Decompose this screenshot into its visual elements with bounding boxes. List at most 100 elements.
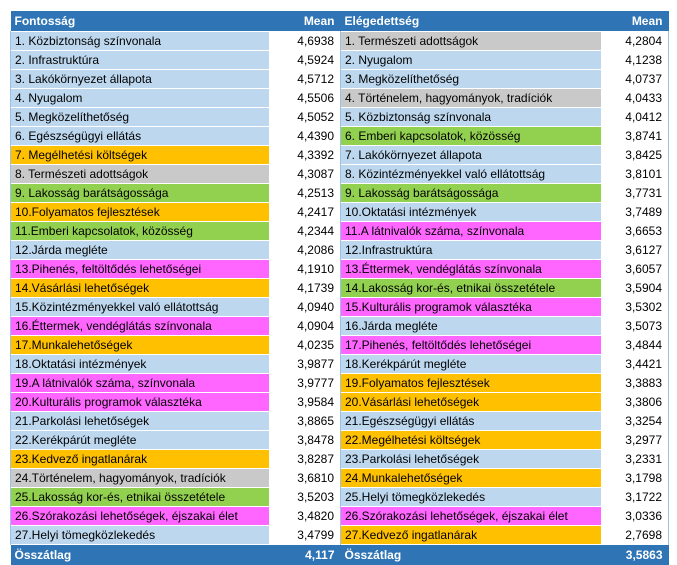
satisfaction-label: 26.Szórakozási lehetőségek, éjszakai éle… (341, 507, 601, 526)
importance-mean: 3,8287 (269, 450, 341, 469)
importance-label: 27.Helyi tömegközlekedés (11, 526, 269, 545)
satisfaction-label: 13.Éttermek, vendéglátás színvonala (341, 260, 601, 279)
satisfaction-label: 2. Nyugalom (341, 51, 601, 70)
satisfaction-label: 9. Lakosság barátságossága (341, 184, 601, 203)
importance-label: 7. Megélhetési költségek (11, 146, 269, 165)
satisfaction-mean: 4,2804 (601, 32, 669, 51)
table-row: 26.Szórakozási lehetőségek, éjszakai éle… (11, 507, 669, 526)
header-importance-mean: Mean (269, 11, 341, 32)
satisfaction-label: 6. Emberi kapcsolatok, közösség (341, 127, 601, 146)
importance-label: 4. Nyugalom (11, 89, 269, 108)
importance-label: 22.Kerékpárút megléte (11, 431, 269, 450)
importance-label: 9. Lakosság barátságossága (11, 184, 269, 203)
importance-label: 19.A látnivalók száma, színvonala (11, 374, 269, 393)
importance-mean: 3,9584 (269, 393, 341, 412)
satisfaction-mean: 3,3883 (601, 374, 669, 393)
importance-mean: 4,2344 (269, 222, 341, 241)
satisfaction-mean: 4,0433 (601, 89, 669, 108)
satisfaction-label: 18.Kerékpárút megléte (341, 355, 601, 374)
satisfaction-label: 5. Közbiztonság színvonala (341, 108, 601, 127)
importance-mean: 4,4390 (269, 127, 341, 146)
satisfaction-label: 7. Lakókörnyezet állapota (341, 146, 601, 165)
satisfaction-label: 19.Folyamatos fejlesztések (341, 374, 601, 393)
satisfaction-label: 12.Infrastruktúra (341, 241, 601, 260)
satisfaction-label: 20.Vásárlási lehetőségek (341, 393, 601, 412)
satisfaction-mean: 4,1238 (601, 51, 669, 70)
satisfaction-mean: 3,2331 (601, 450, 669, 469)
importance-mean: 4,5506 (269, 89, 341, 108)
means-table: Fontosság Mean Elégedettség Mean 1. Közb… (10, 10, 669, 565)
satisfaction-mean: 3,5073 (601, 317, 669, 336)
importance-mean: 3,8865 (269, 412, 341, 431)
importance-label: 10.Folyamatos fejlesztések (11, 203, 269, 222)
importance-label: 8. Természeti adottságok (11, 165, 269, 184)
importance-label: 6. Egészségügyi ellátás (11, 127, 269, 146)
satisfaction-label: 11.A látnivalók száma, színvonala (341, 222, 601, 241)
importance-mean: 4,0940 (269, 298, 341, 317)
importance-mean: 4,2513 (269, 184, 341, 203)
satisfaction-label: 17.Pihenés, feltöltődés lehetőségei (341, 336, 601, 355)
importance-mean: 4,1910 (269, 260, 341, 279)
importance-mean: 4,2086 (269, 241, 341, 260)
importance-label: 5. Megközelíthetőség (11, 108, 269, 127)
importance-label: 18.Oktatási intézmények (11, 355, 269, 374)
satisfaction-mean: 3,7489 (601, 203, 669, 222)
importance-mean: 4,3392 (269, 146, 341, 165)
importance-mean: 4,0235 (269, 336, 341, 355)
importance-label: 23.Kedvező ingatlanárak (11, 450, 269, 469)
satisfaction-mean: 2,7698 (601, 526, 669, 545)
satisfaction-mean: 3,2977 (601, 431, 669, 450)
importance-label: 3. Lakókörnyezet állapota (11, 70, 269, 89)
satisfaction-mean: 3,8101 (601, 165, 669, 184)
importance-label: 17.Munkalehetőségek (11, 336, 269, 355)
satisfaction-mean: 3,6653 (601, 222, 669, 241)
importance-label: 26.Szórakozási lehetőségek, éjszakai éle… (11, 507, 269, 526)
importance-mean: 4,6938 (269, 32, 341, 51)
satisfaction-mean: 3,3254 (601, 412, 669, 431)
importance-label: 25.Lakosság kor-és, etnikai összetétele (11, 488, 269, 507)
importance-mean: 4,5924 (269, 51, 341, 70)
importance-label: 12.Járda megléte (11, 241, 269, 260)
satisfaction-mean: 3,8741 (601, 127, 669, 146)
satisfaction-label: 8. Közintézményekkel való ellátottság (341, 165, 601, 184)
satisfaction-label: 22.Megélhetési költségek (341, 431, 601, 450)
satisfaction-label: 27.Kedvező ingatlanárak (341, 526, 601, 545)
importance-mean: 3,5203 (269, 488, 341, 507)
satisfaction-mean: 3,0336 (601, 507, 669, 526)
importance-mean: 3,9877 (269, 355, 341, 374)
satisfaction-mean: 3,1722 (601, 488, 669, 507)
satisfaction-mean: 3,5302 (601, 298, 669, 317)
importance-label: 20.Kulturális programok választéka (11, 393, 269, 412)
importance-label: 13.Pihenés, feltöltődés lehetőségei (11, 260, 269, 279)
satisfaction-label: 15.Kulturális programok választéka (341, 298, 601, 317)
satisfaction-mean: 3,6127 (601, 241, 669, 260)
importance-label: 16.Éttermek, vendéglátás színvonala (11, 317, 269, 336)
importance-mean: 3,4799 (269, 526, 341, 545)
satisfaction-mean: 3,4421 (601, 355, 669, 374)
importance-mean: 3,6810 (269, 469, 341, 488)
satisfaction-mean: 3,4844 (601, 336, 669, 355)
importance-mean: 3,4820 (269, 507, 341, 526)
satisfaction-label: 14.Lakosság kor-és, etnikai összetétele (341, 279, 601, 298)
satisfaction-label: 21.Egészségügyi ellátás (341, 412, 601, 431)
